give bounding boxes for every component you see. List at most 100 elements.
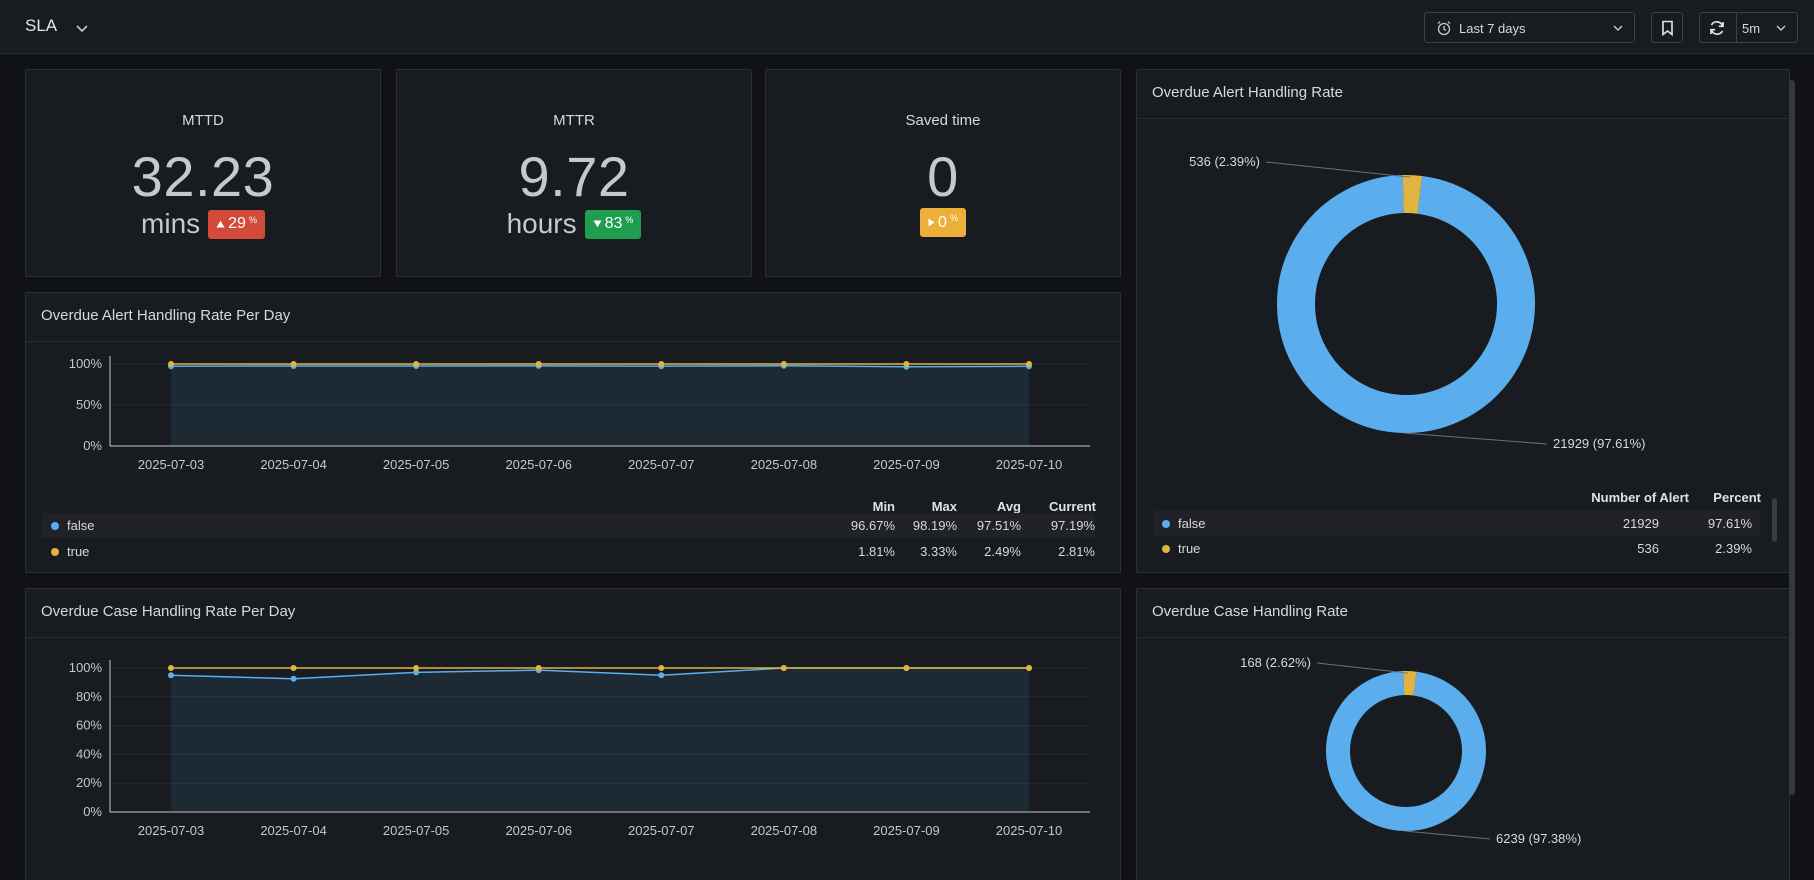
legend-current: 97.19% — [1050, 518, 1095, 533]
x-tick-label: 2025-07-08 — [751, 823, 818, 838]
bookmark-icon — [1662, 20, 1673, 36]
legend-header-max[interactable]: Max — [931, 499, 957, 514]
alert-rate-donut-chart[interactable]: 536 (2.39%) 21929 (97.61%) — [1137, 70, 1790, 470]
legend-row[interactable]: false 96.67% 98.19% 97.51% 97.19% — [42, 513, 1095, 538]
legend-header-percent[interactable]: Percent — [1713, 490, 1761, 505]
y-tick-label: 80% — [76, 689, 102, 704]
donut-slice-false — [1277, 175, 1535, 433]
label-leader-line — [1403, 432, 1548, 445]
legend-percent: 97.61% — [1707, 516, 1752, 531]
slice-label-false: 6239 (97.38%) — [1496, 831, 1581, 846]
data-point-false — [168, 672, 174, 679]
divider — [1137, 118, 1789, 119]
legend-percent: 2.39% — [1715, 541, 1752, 556]
change-unit: % — [949, 213, 958, 223]
panel-title: Overdue Case Handling Rate — [1152, 603, 1348, 620]
page-scrollbar[interactable] — [1789, 80, 1795, 795]
legend-dot — [1162, 545, 1170, 553]
change-badge: 0 % — [920, 208, 966, 237]
legend-count: 21929 — [1622, 516, 1659, 531]
legend-row[interactable]: false 21929 97.61% — [1153, 511, 1760, 536]
chevron-down-icon[interactable] — [74, 20, 90, 36]
stat-value: 32.23 — [131, 145, 275, 208]
x-tick-label: 2025-07-06 — [505, 823, 572, 838]
legend-header-count[interactable]: Number of Alert — [1591, 490, 1689, 505]
alert-rate-line-chart[interactable]: 0% 50% 100% 2025-07-03 2025-07-04 2025-07-05 2… — [26, 293, 1121, 483]
slice-label-false: 21929 (97.61%) — [1553, 436, 1646, 451]
case-rate-donut-chart[interactable]: 168 (2.62%) 6239 (97.38%) — [1137, 589, 1790, 880]
y-tick-label: 60% — [76, 718, 102, 733]
dashboard-header: SLA Last 7 days 5m — [0, 0, 1814, 54]
data-point-false — [413, 669, 420, 676]
divider — [1736, 13, 1737, 42]
x-tick-label: 2025-07-06 — [505, 457, 572, 472]
data-point-true — [1026, 361, 1032, 367]
case-rate-panel[interactable]: Overdue Case Handling Rate 168 (2.62%) 62… — [1136, 588, 1790, 880]
alert-rate-per-day-panel[interactable]: Overdue Alert Handling Rate Per Day 0% 50… — [25, 292, 1121, 573]
change-value: 83 — [604, 215, 623, 232]
triangle-down-icon — [593, 220, 602, 228]
data-point-true — [168, 665, 174, 671]
stat-value: 9.72 — [518, 145, 630, 208]
change-unit: % — [248, 214, 257, 225]
stat-panel-saved-time[interactable]: Saved time 0 0 % — [765, 69, 1121, 277]
legend-avg: 2.49% — [984, 544, 1021, 559]
data-point-true — [658, 665, 665, 671]
data-point-true — [658, 361, 665, 367]
refresh-picker[interactable]: 5m — [1699, 12, 1798, 43]
y-tick-label: 0% — [83, 804, 102, 819]
x-tick-label: 2025-07-09 — [873, 823, 940, 838]
series-area-false — [171, 365, 1029, 446]
triangle-up-icon — [216, 220, 225, 228]
change-badge: 83 % — [584, 209, 642, 239]
legend-current: 2.81% — [1058, 544, 1095, 559]
data-point-true — [535, 361, 542, 367]
legend-header-avg[interactable]: Avg — [996, 499, 1021, 514]
data-point-true — [168, 361, 174, 367]
stat-value: 0 — [927, 145, 959, 208]
legend-table: Min Max Avg Current false 96.67% 98.19% … — [42, 499, 1105, 569]
slice-label-true: 168 (2.62%) — [1240, 655, 1311, 670]
alert-rate-panel[interactable]: Overdue Alert Handling Rate 536 (2.39%) 2… — [1136, 69, 1790, 573]
legend-max: 3.33% — [920, 544, 957, 559]
case-rate-per-day-panel[interactable]: Overdue Case Handling Rate Per Day 0% 20%… — [25, 588, 1121, 880]
data-point-true — [780, 665, 787, 671]
save-bookmark-button[interactable] — [1651, 12, 1683, 43]
donut-slice-true — [1403, 671, 1417, 696]
data-point-true — [290, 361, 297, 367]
x-tick-label: 2025-07-03 — [138, 823, 205, 838]
legend-table: Number of Alert Percent false 21929 97.6… — [1153, 490, 1777, 570]
time-range-label: Last 7 days — [1459, 21, 1526, 36]
legend-header-current[interactable]: Current — [1049, 499, 1096, 514]
stat-title: MTTR — [553, 112, 595, 129]
legend-count: 536 — [1637, 541, 1659, 556]
time-range-picker[interactable]: Last 7 days — [1424, 12, 1635, 43]
legend-dot — [1162, 520, 1170, 528]
x-tick-label: 2025-07-05 — [383, 457, 450, 472]
stat-panel-mttd[interactable]: MTTD 32.23 mins 29 % — [25, 69, 381, 277]
legend-row[interactable]: true 1.81% 3.33% 2.49% 2.81% — [42, 539, 1095, 564]
change-badge: 29 % — [208, 209, 265, 239]
legend-scrollbar[interactable] — [1772, 498, 1777, 542]
change-value: 29 — [228, 215, 246, 232]
x-tick-label: 2025-07-09 — [873, 457, 940, 472]
panel-title: Overdue Case Handling Rate Per Day — [41, 603, 296, 620]
legend-name: false — [67, 518, 95, 533]
stat-panel-mttr[interactable]: MTTR 9.72 hours 83 % — [396, 69, 752, 277]
chevron-down-icon — [1613, 25, 1623, 31]
slice-label-true: 536 (2.39%) — [1189, 154, 1260, 169]
legend-header-min[interactable]: Min — [872, 499, 895, 514]
refresh-icon[interactable] — [1708, 19, 1726, 37]
legend-max: 98.19% — [912, 518, 957, 533]
case-rate-line-chart[interactable]: 0% 20% 40% 60% 80% 100% 2025-07-03 2025-07-04 20… — [26, 589, 1121, 839]
label-leader-line — [1404, 830, 1491, 840]
y-tick-label: 40% — [76, 746, 102, 761]
x-tick-label: 2025-07-05 — [383, 823, 450, 838]
data-point-true — [290, 665, 297, 671]
legend-row[interactable]: true 536 2.39% — [1153, 536, 1760, 561]
y-tick-label: 100% — [69, 356, 103, 371]
legend-dot — [51, 522, 59, 530]
divider — [26, 637, 1120, 638]
dashboard-title[interactable]: SLA — [25, 16, 58, 35]
x-tick-label: 2025-07-07 — [628, 457, 695, 472]
